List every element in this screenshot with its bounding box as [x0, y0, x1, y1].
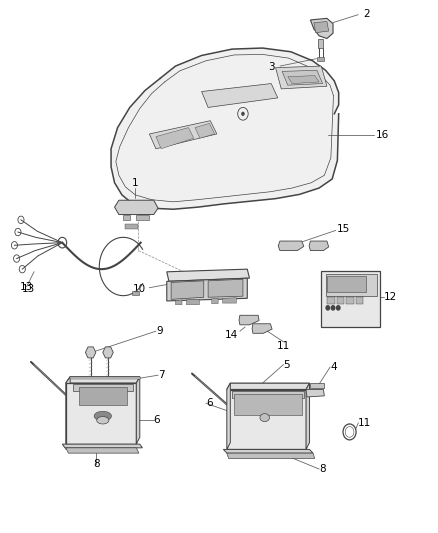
- Text: 12: 12: [383, 292, 397, 302]
- Polygon shape: [103, 347, 113, 358]
- Polygon shape: [115, 200, 158, 215]
- Text: 11: 11: [277, 341, 290, 351]
- Polygon shape: [73, 384, 133, 391]
- Polygon shape: [79, 387, 127, 406]
- Polygon shape: [195, 123, 215, 138]
- Text: 1: 1: [132, 177, 139, 188]
- Ellipse shape: [260, 414, 269, 422]
- Polygon shape: [288, 76, 319, 84]
- Polygon shape: [346, 297, 354, 304]
- Polygon shape: [227, 383, 230, 449]
- Text: 16: 16: [375, 130, 389, 140]
- Polygon shape: [66, 383, 136, 444]
- Polygon shape: [318, 38, 323, 48]
- Polygon shape: [123, 215, 130, 220]
- Circle shape: [326, 306, 329, 310]
- Polygon shape: [314, 21, 328, 33]
- Polygon shape: [156, 127, 194, 149]
- Polygon shape: [149, 120, 217, 149]
- Text: 6: 6: [206, 398, 212, 408]
- Polygon shape: [66, 377, 140, 383]
- Polygon shape: [327, 297, 335, 304]
- Text: 9: 9: [156, 326, 162, 336]
- Polygon shape: [234, 394, 302, 415]
- Polygon shape: [111, 48, 339, 209]
- Polygon shape: [167, 269, 250, 281]
- Polygon shape: [239, 316, 259, 325]
- Polygon shape: [306, 383, 310, 449]
- Polygon shape: [356, 297, 364, 304]
- Text: 15: 15: [336, 224, 350, 235]
- Ellipse shape: [97, 417, 109, 424]
- Polygon shape: [325, 274, 377, 296]
- Text: 10: 10: [133, 284, 146, 294]
- Polygon shape: [186, 300, 199, 305]
- Polygon shape: [282, 70, 322, 85]
- Ellipse shape: [94, 411, 112, 421]
- Polygon shape: [227, 390, 306, 449]
- Polygon shape: [327, 276, 366, 292]
- Polygon shape: [136, 377, 140, 444]
- Text: 7: 7: [158, 370, 165, 380]
- Polygon shape: [232, 391, 304, 398]
- Polygon shape: [318, 56, 324, 61]
- Polygon shape: [227, 453, 315, 458]
- Polygon shape: [252, 324, 272, 333]
- Polygon shape: [223, 298, 237, 303]
- Polygon shape: [176, 300, 182, 305]
- Polygon shape: [70, 377, 140, 379]
- Polygon shape: [309, 241, 328, 251]
- Polygon shape: [276, 66, 327, 89]
- Polygon shape: [66, 377, 70, 449]
- Polygon shape: [132, 291, 139, 295]
- Polygon shape: [62, 444, 142, 448]
- Circle shape: [331, 306, 335, 310]
- Polygon shape: [85, 347, 96, 358]
- Polygon shape: [125, 224, 138, 229]
- Text: 6: 6: [154, 415, 160, 425]
- Text: 5: 5: [283, 360, 290, 369]
- Text: 4: 4: [330, 362, 337, 372]
- Text: 2: 2: [363, 9, 369, 19]
- Text: 14: 14: [225, 330, 238, 341]
- Polygon shape: [223, 449, 313, 453]
- Polygon shape: [227, 383, 310, 390]
- Text: 13: 13: [20, 281, 33, 292]
- Text: 8: 8: [319, 464, 326, 474]
- Polygon shape: [208, 279, 243, 297]
- Polygon shape: [306, 390, 324, 397]
- Polygon shape: [310, 383, 324, 389]
- Polygon shape: [311, 18, 333, 38]
- Polygon shape: [212, 298, 218, 304]
- Polygon shape: [136, 215, 149, 220]
- Text: 13: 13: [22, 284, 35, 294]
- Polygon shape: [321, 271, 380, 327]
- Text: 8: 8: [93, 459, 99, 469]
- Polygon shape: [336, 297, 344, 304]
- Polygon shape: [167, 278, 247, 301]
- Circle shape: [336, 306, 340, 310]
- Text: 11: 11: [358, 418, 371, 428]
- Text: 3: 3: [268, 62, 275, 72]
- Polygon shape: [278, 241, 304, 251]
- Polygon shape: [171, 281, 204, 300]
- Polygon shape: [201, 84, 278, 108]
- Circle shape: [241, 112, 245, 116]
- Polygon shape: [66, 448, 139, 453]
